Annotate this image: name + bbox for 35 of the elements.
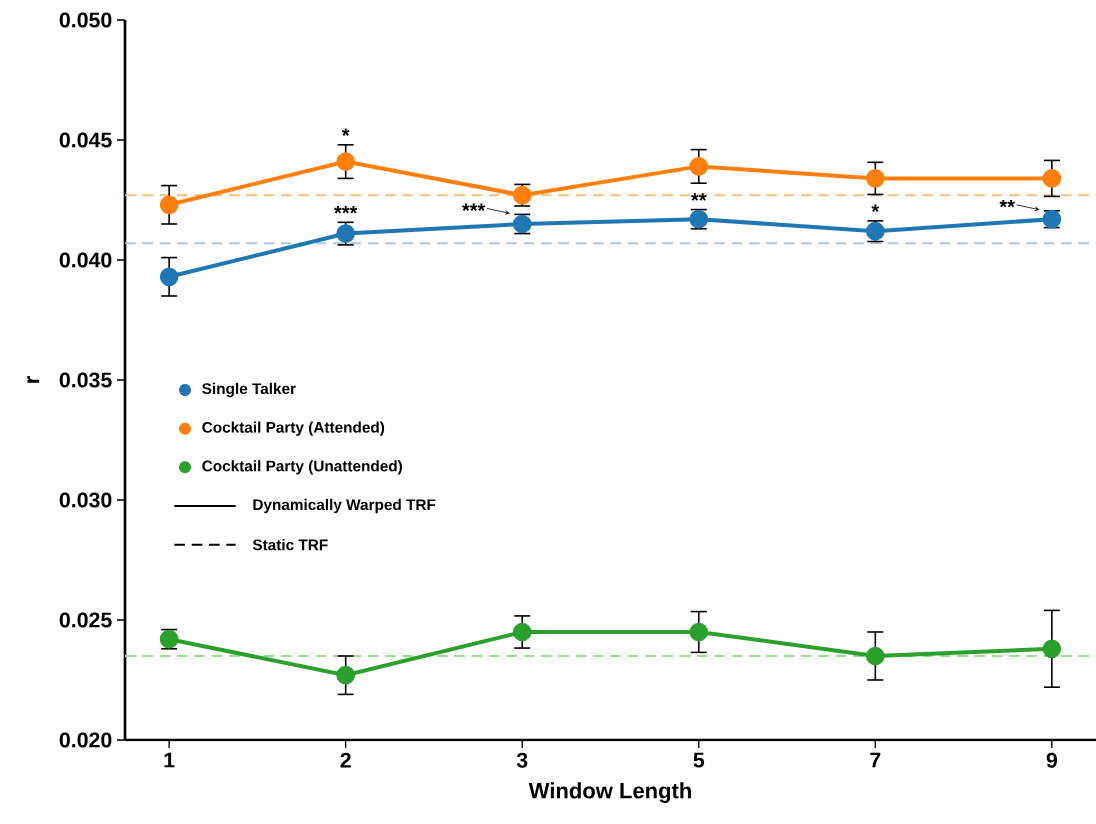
- x-axis-title: Window Length: [528, 782, 691, 803]
- x-tick-label: 3: [516, 752, 528, 768]
- point: [512, 622, 532, 642]
- y-tick-label: 0.040: [59, 252, 112, 268]
- legend-label: Single Talker: [202, 382, 296, 398]
- annotation: ***: [334, 205, 358, 214]
- x-tick-label: 7: [870, 752, 881, 768]
- x-tick-label: 5: [693, 752, 705, 768]
- y-tick-label: 0.035: [59, 372, 112, 388]
- point: [689, 157, 709, 176]
- point: [689, 622, 709, 642]
- legend-label: Cocktail Party (Unattended): [202, 460, 403, 475]
- annotation: Static TRF: [252, 539, 328, 551]
- point: [336, 665, 356, 685]
- point: [865, 169, 885, 188]
- x-tick-label: 9: [1046, 752, 1057, 768]
- point: [336, 152, 356, 171]
- y-tick-label: 0.030: [59, 492, 112, 508]
- x-tick-label: 1: [164, 752, 175, 768]
- annotation: *: [341, 128, 350, 136]
- annotation: Dynamically Warped TRF: [253, 498, 436, 514]
- point: [865, 646, 885, 666]
- y-tick-label: 0.020: [59, 732, 112, 748]
- legend-label: Cocktail Party (Attended): [202, 421, 385, 436]
- y-axis-title: r: [27, 376, 40, 383]
- y-tick-label: 0.025: [59, 612, 112, 628]
- annotation: **: [691, 193, 707, 201]
- annotation: **: [999, 199, 1015, 208]
- y-tick-label: 0.045: [59, 132, 112, 148]
- y-tick-label: 0.050: [59, 12, 112, 28]
- point: [159, 267, 179, 287]
- annotation: *: [871, 204, 880, 212]
- point: [159, 195, 179, 215]
- annotation: ***: [462, 203, 486, 211]
- x-tick-label: 2: [340, 752, 351, 768]
